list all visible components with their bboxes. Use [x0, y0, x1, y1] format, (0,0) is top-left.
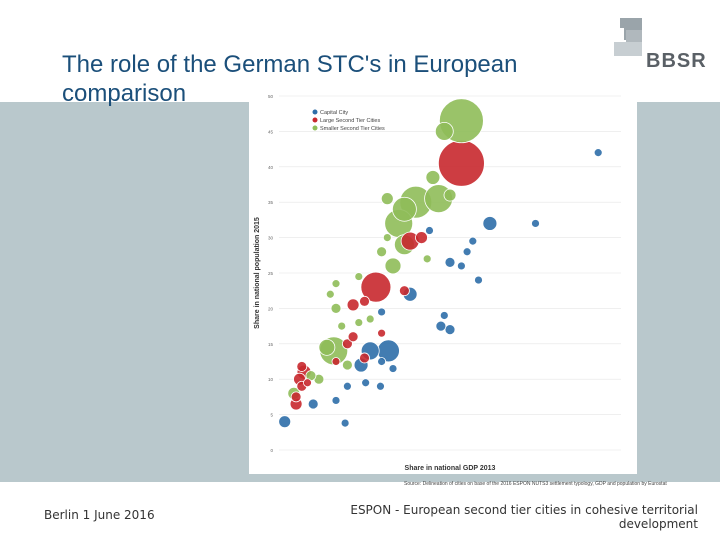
- bubble-series-2: [426, 170, 440, 184]
- bubble-series-2: [338, 322, 346, 330]
- bubble-series-0: [594, 149, 602, 157]
- y-axis-label: Share in national population 2015: [254, 217, 261, 329]
- bubble-series-2: [385, 258, 401, 274]
- bubble-series-2: [377, 247, 387, 257]
- bubble-series-2: [423, 255, 431, 263]
- bubble-series-2: [355, 273, 363, 281]
- bubble-series-0: [425, 227, 433, 235]
- footer-date: Berlin 1 June 2016: [44, 508, 155, 522]
- bubble-series-1: [297, 361, 307, 371]
- bubble-series-0: [376, 382, 384, 390]
- bubble-series-0: [378, 308, 386, 316]
- bubble-series-2: [355, 319, 363, 327]
- x-axis-label: Share in national GDP 2013: [405, 465, 496, 472]
- y-tick-label: 45: [268, 129, 274, 134]
- bubble-series-1: [291, 392, 301, 402]
- bubble-series-1: [304, 379, 312, 387]
- bubble-series-1: [378, 329, 386, 337]
- y-tick-label: 15: [268, 342, 274, 347]
- legend-marker-1: [313, 118, 318, 123]
- bubble-series-0: [279, 416, 291, 428]
- bubble-chart: 0 5 10 15 20 25 30 35 40 45 50 Share in national GD…: [249, 90, 637, 474]
- bubble-series-0: [445, 325, 455, 335]
- legend-label-1: Large Second Tier Cities: [320, 118, 380, 124]
- chart-panel: 0 5 10 15 20 25 30 35 40 45 50 Share in national GD…: [249, 90, 637, 474]
- bubble-series-2: [332, 280, 340, 288]
- y-tick-label: 35: [268, 200, 274, 205]
- bubble-series-2: [326, 290, 334, 298]
- bubble-series-0: [469, 237, 477, 245]
- bubble-series-1: [360, 353, 370, 363]
- bubble-series-0: [343, 382, 351, 390]
- legend-label-0: Capital City: [320, 110, 348, 116]
- bubble-series-2: [331, 303, 341, 313]
- bubble-series-2: [342, 360, 352, 370]
- bubble-series-1: [348, 332, 358, 342]
- bubble-series-0: [457, 262, 465, 270]
- bubble-series-0: [463, 248, 471, 256]
- bubble-series-1: [347, 299, 359, 311]
- bubble-series-1: [399, 286, 409, 296]
- y-tick-label: 20: [268, 306, 274, 311]
- y-tick-label: 25: [268, 271, 274, 276]
- bubble-series-1: [438, 140, 484, 186]
- bubble-series-0: [332, 396, 340, 404]
- y-tick-label: 10: [268, 377, 274, 382]
- y-tick-label: 50: [268, 94, 274, 99]
- y-tick-label: 0: [270, 448, 273, 453]
- bubble-series-2: [383, 234, 391, 242]
- bubble-series-0: [436, 321, 446, 331]
- bubble-series-0: [475, 276, 483, 284]
- y-tick-label: 40: [268, 165, 274, 170]
- bubble-series-0: [532, 219, 540, 227]
- bubble-series-2: [392, 197, 416, 221]
- logo-text: BBSR: [646, 50, 707, 73]
- bubble-series-2: [319, 339, 335, 355]
- bubble-series-0: [362, 379, 370, 387]
- bubble-series-0: [440, 311, 448, 319]
- bubble-series-0: [483, 216, 497, 230]
- bubble-series-1: [332, 358, 340, 366]
- bubble-series-2: [444, 189, 456, 201]
- bubble-series-2: [435, 122, 453, 140]
- bubble-series-2: [366, 315, 374, 323]
- legend-marker-2: [313, 126, 318, 131]
- bbsr-logo: BBSR: [612, 18, 712, 82]
- y-tick-label: 30: [268, 236, 274, 241]
- y-tick-label: 5: [270, 413, 273, 418]
- bubble-series-0: [308, 399, 318, 409]
- legend-label-2: Smaller Second Tier Cities: [320, 126, 385, 132]
- bubble-series-1: [360, 296, 370, 306]
- source-note: Source: Delineation of cities on base of…: [404, 481, 667, 487]
- bubble-series-0: [378, 358, 386, 366]
- legend-marker-0: [313, 110, 318, 115]
- bubble-series-0: [445, 257, 455, 267]
- bubble-series-0: [389, 365, 397, 373]
- bubble-series-2: [381, 193, 393, 205]
- footer-title: ESPON - European second tier cities in c…: [318, 503, 698, 531]
- bubble-series-0: [341, 419, 349, 427]
- bubble-series-1: [416, 232, 428, 244]
